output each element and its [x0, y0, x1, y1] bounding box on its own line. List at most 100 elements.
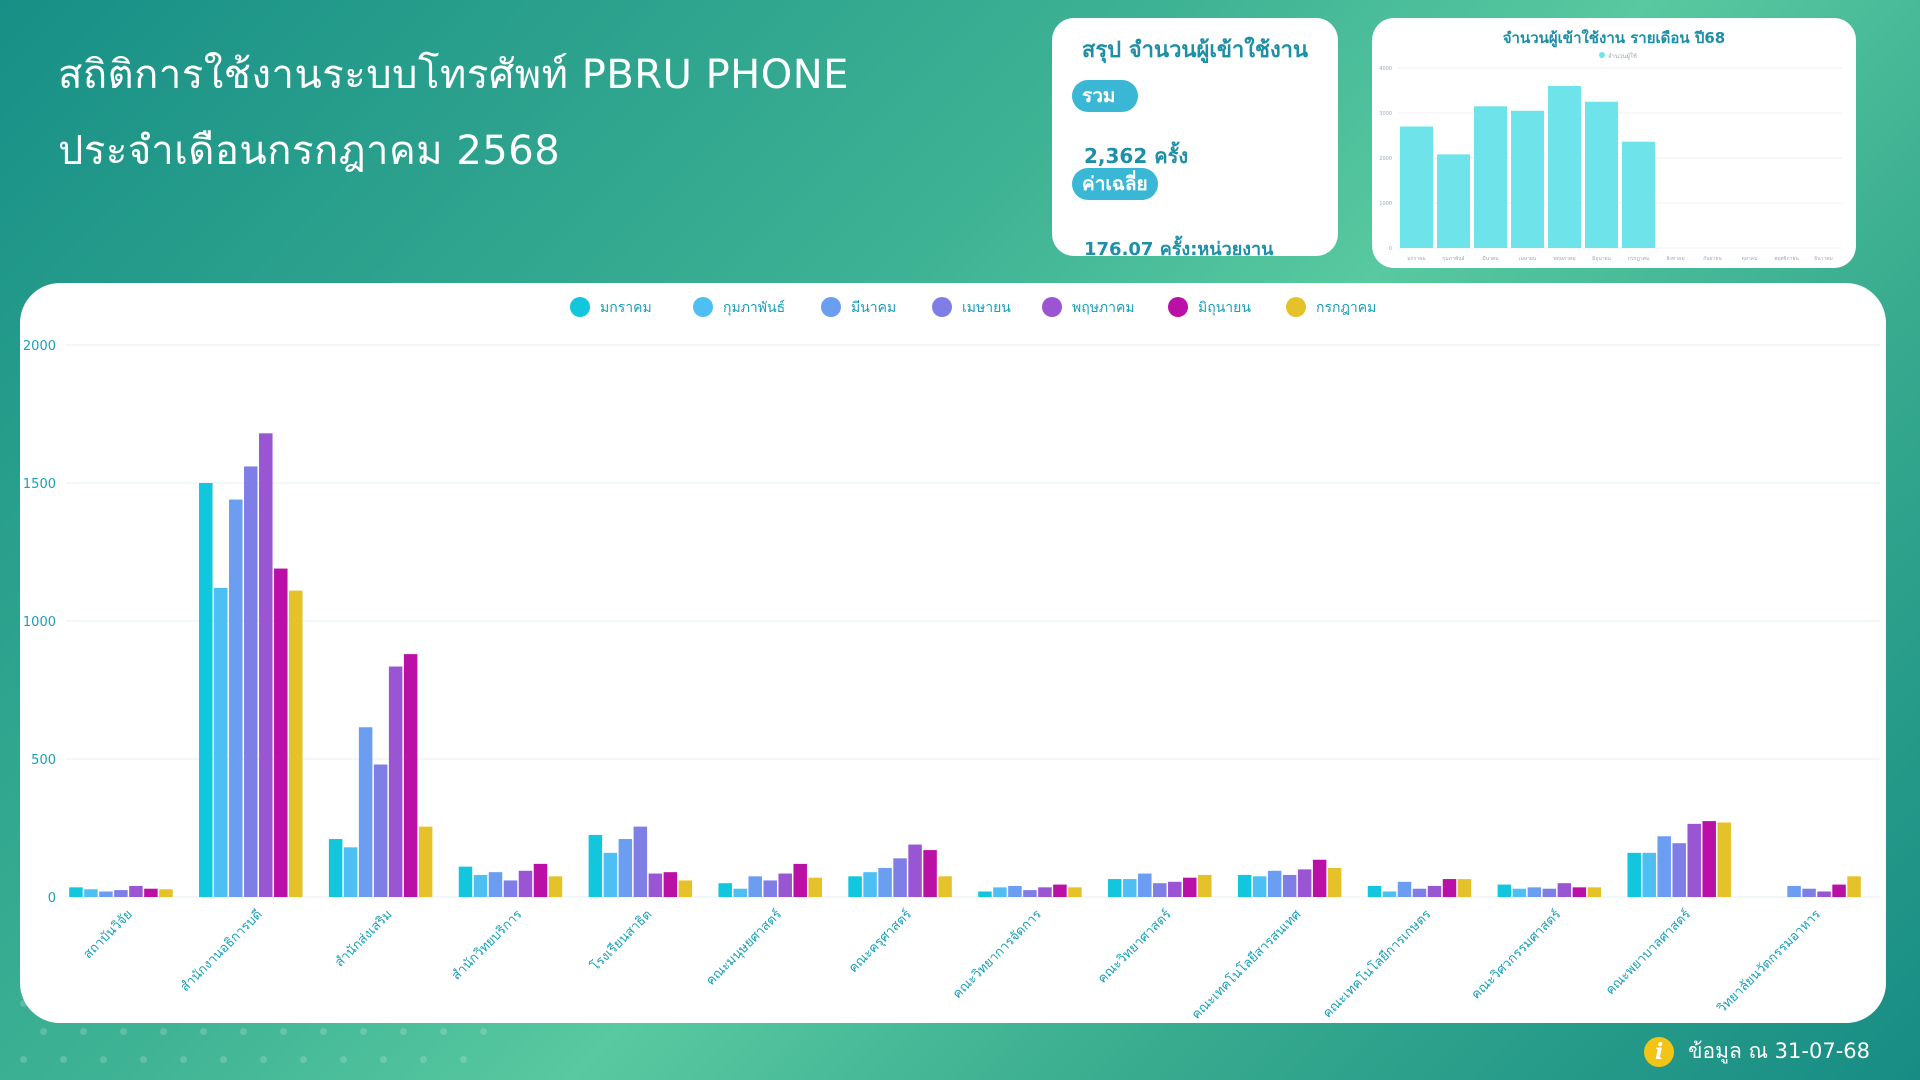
month-bar	[1548, 86, 1581, 248]
legend-marker	[1286, 297, 1306, 317]
x-tick-label: คณะพยาบาลศาสตร์	[1602, 907, 1694, 999]
x-tick-label: ตุลาคม	[1742, 256, 1758, 262]
x-tick-label: คณะวิทยาศาสตร์	[1094, 907, 1174, 987]
x-tick-label: มกราคม	[1407, 256, 1425, 262]
x-tick-label: คณะวิทยาการจัดการ	[950, 907, 1045, 1002]
dept-bar	[1572, 887, 1587, 897]
dept-bar	[733, 888, 747, 897]
dept-bar	[938, 876, 952, 897]
dept-bar	[1123, 879, 1137, 897]
dept-bar	[1672, 843, 1686, 897]
dept-bar	[358, 727, 373, 897]
dept-bar	[1168, 881, 1182, 897]
legend-label: เมษายน	[962, 300, 1011, 316]
dept-bar	[259, 433, 273, 897]
x-tick-label: กุมภาพันธ์	[1442, 255, 1464, 262]
dept-bar	[923, 850, 937, 897]
dept-bar	[778, 873, 792, 897]
x-tick-label: สิงหาคม	[1666, 255, 1684, 262]
dept-bar	[99, 891, 113, 897]
x-tick-label: สำนักงานอธิการบดี	[177, 907, 265, 995]
department-bar-chart: มกราคม กุมภาพันธ์ มีนาคม เมษายน พฤษภาคม มิถุน…	[23, 297, 1880, 1023]
dept-bar	[993, 887, 1007, 897]
dept-bar	[418, 826, 433, 897]
legend-label: มีนาคม	[851, 300, 896, 316]
dept-bar	[1587, 887, 1602, 897]
dept-bar	[1297, 869, 1312, 897]
dept-bar	[1068, 887, 1082, 897]
page-subtitle: ประจำเดือนกรกฎาคม 2568	[58, 128, 561, 174]
dept-bar	[848, 876, 862, 897]
dept-bar	[1412, 888, 1427, 897]
dept-bar	[1817, 891, 1831, 897]
dept-bar	[1457, 879, 1472, 897]
dept-bar	[1497, 884, 1512, 897]
x-tick-label: คณะวิศวกรรมศาสตร์	[1468, 907, 1564, 1003]
legend-label: กรกฎาคม	[1316, 300, 1376, 316]
y-tick-label: 0	[48, 891, 56, 906]
dept-bar	[1312, 859, 1327, 897]
x-tick-label: วิทยาลัยนวัตกรรมอาหาร	[1714, 907, 1824, 1017]
dept-bar	[603, 852, 618, 897]
footer: i ข้อมูล ณ 31-07-68	[1644, 1035, 1870, 1068]
y-tick-label: 4000	[1379, 66, 1392, 72]
x-tick-label: มิถุนายน	[1592, 255, 1611, 262]
dept-bar	[678, 880, 693, 897]
x-tick-label: พฤษภาคม	[1553, 256, 1575, 262]
department-chart-card: มกราคม กุมภาพันธ์ มีนาคม เมษายน พฤษภาคม มิถุน…	[20, 283, 1886, 1023]
dept-bar	[663, 872, 678, 897]
info-icon[interactable]: i	[1644, 1036, 1675, 1067]
dept-bar	[633, 826, 648, 897]
legend-marker	[570, 297, 590, 317]
month-bar	[1622, 141, 1655, 248]
y-tick-label: 3000	[1379, 111, 1392, 117]
x-tick-label: คณะมนุษยศาสตร์	[703, 907, 785, 989]
x-tick-label: สำนักส่งเสริม	[332, 907, 395, 970]
dept-bar	[588, 834, 603, 897]
x-tick-label: พฤศจิกายน	[1774, 255, 1799, 262]
dept-bar	[748, 876, 762, 897]
dept-bar	[214, 587, 228, 897]
dept-bar	[1138, 873, 1152, 897]
dept-bar	[1802, 888, 1816, 897]
y-tick-label: 1000	[1379, 201, 1392, 207]
dept-bar	[388, 666, 403, 897]
monthly-chart-card: จำนวนผู้ใช้ 0 1000 2000 3000 4000 มกราคม กุมภาพ…	[1372, 18, 1856, 268]
dept-bar	[1542, 888, 1557, 897]
y-tick-label: 2000	[1379, 156, 1392, 162]
dept-bar	[84, 889, 98, 897]
x-tick-label: สถาบันวิจัย	[81, 907, 136, 962]
x-tick-label: โรงเรียนสาธิต	[587, 907, 655, 975]
dept-bar	[618, 839, 633, 897]
y-tick-label: 1000	[23, 615, 56, 630]
dept-bar	[1512, 888, 1527, 897]
legend-label: พฤษภาคม	[1072, 300, 1135, 316]
x-tick-label: เมษายน	[1519, 256, 1537, 262]
x-tick-label: กันยายน	[1703, 256, 1722, 262]
dept-bar	[1153, 883, 1167, 897]
total-value: 2,362 ครั้ง	[1084, 144, 1189, 168]
dept-bar	[518, 870, 533, 897]
dept-bar	[1382, 891, 1397, 897]
legend-label: มิถุนายน	[1198, 300, 1251, 316]
dept-bar	[1023, 890, 1037, 897]
y-tick-label: 500	[31, 753, 56, 768]
dept-bar	[1053, 884, 1067, 897]
dept-bar	[1327, 868, 1342, 897]
dept-bar	[863, 872, 877, 897]
dept-bar	[1367, 885, 1382, 897]
dept-bar	[1442, 879, 1457, 897]
month-bar	[1437, 154, 1470, 248]
dept-bar	[893, 858, 907, 897]
dept-bar	[69, 887, 83, 897]
month-bar	[1511, 110, 1544, 248]
dept-bar	[373, 764, 388, 897]
dept-bar	[1787, 885, 1801, 897]
month-bar	[1585, 101, 1618, 248]
legend-marker	[932, 297, 952, 317]
legend-label: มกราคม	[600, 300, 652, 316]
dept-bar	[908, 844, 922, 897]
y-tick-label: 0	[1389, 246, 1392, 252]
x-tick-label: ธันวาคม	[1814, 256, 1833, 262]
dept-bar	[1108, 879, 1122, 897]
